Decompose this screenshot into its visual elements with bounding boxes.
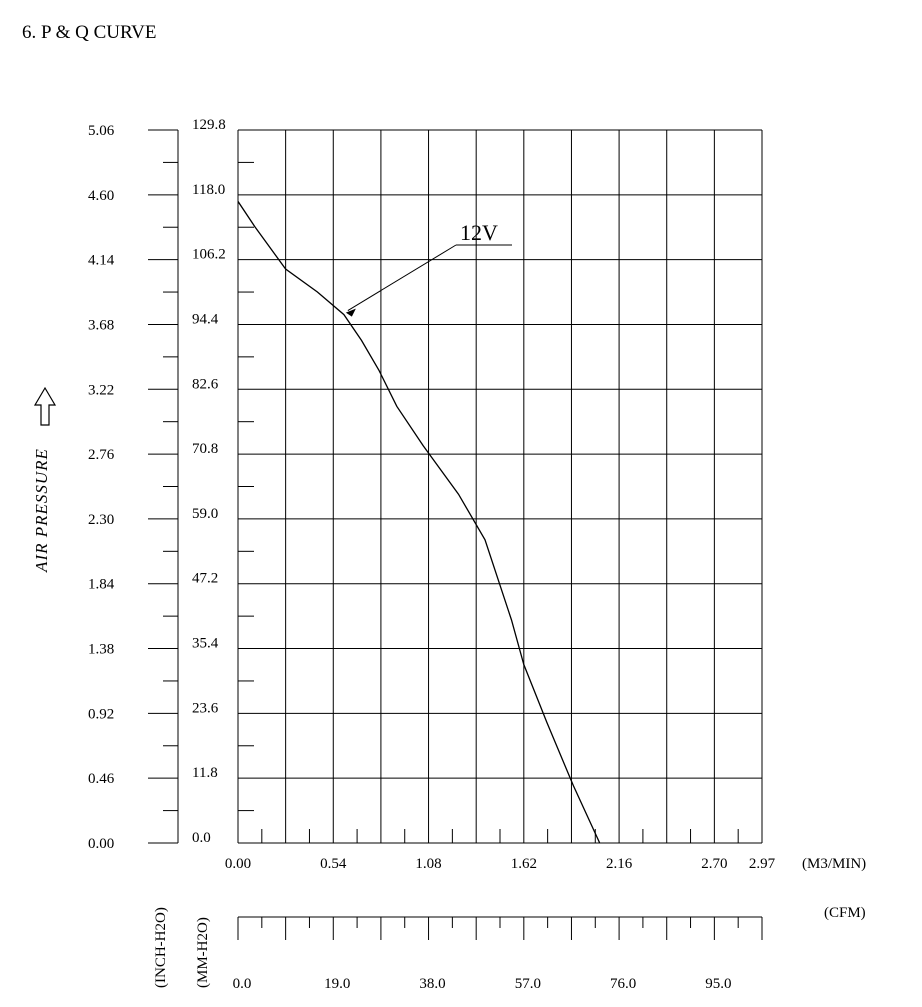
y-mm-tick-label: 0.0	[192, 830, 211, 846]
y-inch-tick-label: 2.76	[88, 447, 115, 463]
arrow-up-icon	[33, 386, 57, 426]
y-inch-tick-label: 1.84	[88, 577, 115, 593]
y-mm-tick-label: 35.4	[192, 636, 219, 652]
y-inch-tick-label: 0.92	[88, 706, 114, 722]
x-m3-tick-label: 0.00	[225, 856, 251, 872]
series-label-12v: 12V	[460, 220, 498, 245]
y-mm-tick-label: 70.8	[192, 441, 218, 457]
x-m3-tick-label: 2.70	[701, 856, 727, 872]
y-inch-tick-label: 0.46	[88, 771, 115, 787]
y-mm-tick-label: 106.2	[192, 247, 226, 263]
y-unit-mm: (MM-H2O)	[195, 917, 211, 988]
x-m3-tick-label: 2.97	[749, 856, 776, 872]
x-cfm-tick-label: 95.0	[705, 976, 731, 992]
y-mm-tick-label: 94.4	[192, 311, 219, 327]
y-mm-tick-label: 129.8	[192, 117, 226, 133]
y-mm-tick-label: 118.0	[192, 182, 225, 198]
y-mm-tick-label: 82.6	[192, 376, 219, 392]
x-unit-cfm: (CFM)	[824, 905, 866, 921]
y-inch-tick-label: 4.60	[88, 188, 114, 204]
y-inch-tick-label: 0.00	[88, 836, 114, 852]
x-cfm-tick-label: 19.0	[324, 976, 350, 992]
series-leader-line	[347, 244, 457, 311]
x-cfm-tick-label: 76.0	[610, 976, 636, 992]
y-unit-inch: (INCH-H2O)	[153, 907, 169, 988]
y-axis-title: AIR PRESSURE	[32, 448, 51, 573]
page-heading: 6. P & Q CURVE	[22, 22, 157, 43]
x-m3-tick-label: 2.16	[606, 856, 633, 872]
y-mm-tick-label: 47.2	[192, 571, 218, 587]
x-unit-m3: (M3/MIN)	[802, 856, 866, 872]
series-layer: 12V	[238, 201, 601, 843]
x-m3-tick-label: 1.08	[415, 856, 441, 872]
y-axis-title-group: AIR PRESSURE	[32, 448, 51, 573]
y-inch-tick-label: 5.06	[88, 123, 115, 139]
y-inch-tick-label: 1.38	[88, 642, 114, 658]
y-inch-tick-label: 3.22	[88, 382, 114, 398]
x-cfm-tick-label: 57.0	[515, 976, 541, 992]
y-mm-tick-label: 11.8	[192, 765, 218, 781]
series-line-12v	[238, 201, 601, 843]
x-cfm-tick-label: 0.0	[233, 976, 252, 992]
x-m3-tick-label: 1.62	[511, 856, 537, 872]
y-inch-tick-label: 3.68	[88, 317, 114, 333]
x-cfm-tick-label: 38.0	[419, 976, 445, 992]
y-mm-tick-label: 59.0	[192, 506, 218, 522]
axes	[148, 129, 763, 940]
y-mm-tick-label: 23.6	[192, 700, 219, 716]
tick-labels: 0.00 0.46 0.92 1.38 1.84 2.30 2.76 3.22 3.68 4.14…	[88, 117, 776, 992]
x-m3-tick-label: 0.54	[320, 856, 347, 872]
series-arrowhead	[345, 308, 356, 317]
y-inch-tick-label: 4.14	[88, 253, 115, 269]
y-inch-tick-label: 2.30	[88, 512, 114, 528]
grid	[237, 129, 763, 844]
